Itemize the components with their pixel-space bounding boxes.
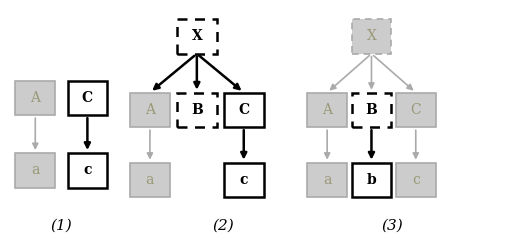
Text: B: B <box>191 103 203 117</box>
FancyBboxPatch shape <box>352 92 391 127</box>
Text: a: a <box>31 163 39 177</box>
FancyBboxPatch shape <box>68 153 107 188</box>
FancyBboxPatch shape <box>130 163 170 197</box>
Text: a: a <box>146 173 154 187</box>
FancyBboxPatch shape <box>68 81 107 115</box>
Text: a: a <box>323 173 331 187</box>
FancyBboxPatch shape <box>352 163 391 197</box>
FancyBboxPatch shape <box>130 92 170 127</box>
FancyBboxPatch shape <box>224 163 264 197</box>
Text: c: c <box>412 173 420 187</box>
FancyBboxPatch shape <box>177 92 216 127</box>
Text: b: b <box>367 173 376 187</box>
FancyBboxPatch shape <box>396 163 435 197</box>
Text: X: X <box>366 29 376 43</box>
Text: X: X <box>191 29 202 43</box>
FancyBboxPatch shape <box>16 81 55 115</box>
Text: C: C <box>82 91 93 105</box>
Text: B: B <box>366 103 377 117</box>
Text: A: A <box>145 103 155 117</box>
FancyBboxPatch shape <box>396 92 435 127</box>
Text: C: C <box>410 103 421 117</box>
Text: A: A <box>322 103 332 117</box>
FancyBboxPatch shape <box>16 153 55 188</box>
Text: c: c <box>239 173 248 187</box>
Text: c: c <box>83 163 92 177</box>
Text: (1): (1) <box>50 219 72 233</box>
FancyBboxPatch shape <box>177 19 216 54</box>
Text: C: C <box>238 103 249 117</box>
Text: (2): (2) <box>212 219 234 233</box>
FancyBboxPatch shape <box>224 92 264 127</box>
Text: (3): (3) <box>381 219 403 233</box>
Text: A: A <box>30 91 40 105</box>
FancyBboxPatch shape <box>308 163 347 197</box>
FancyBboxPatch shape <box>352 19 391 54</box>
FancyBboxPatch shape <box>308 92 347 127</box>
